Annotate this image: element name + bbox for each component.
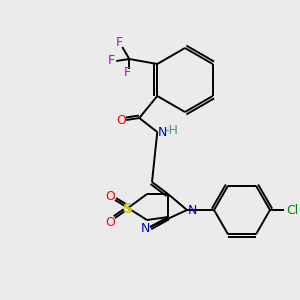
Text: O: O	[105, 215, 115, 229]
Text: F: F	[124, 67, 131, 80]
Text: N: N	[187, 203, 197, 217]
Text: S: S	[123, 202, 133, 216]
Text: F: F	[108, 55, 115, 68]
Text: N: N	[140, 223, 150, 236]
Text: F: F	[116, 37, 123, 50]
Text: O: O	[116, 113, 126, 127]
Text: O: O	[105, 190, 115, 202]
Text: Cl: Cl	[286, 203, 298, 217]
Text: N: N	[158, 125, 167, 139]
Text: -H: -H	[164, 124, 178, 136]
